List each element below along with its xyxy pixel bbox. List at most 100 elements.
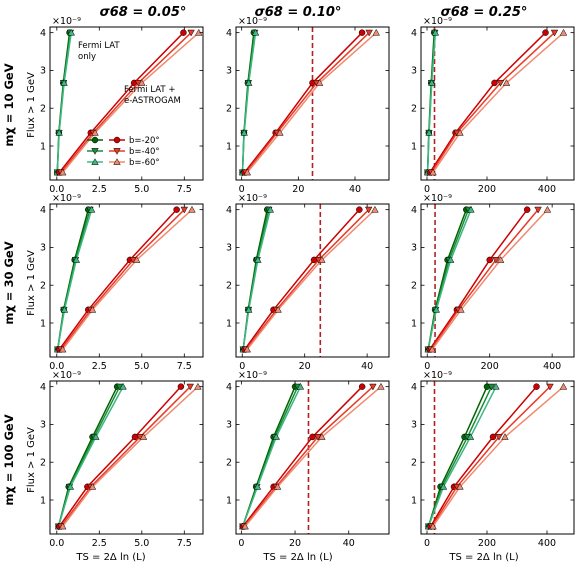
y-tick-label: 3 [411, 420, 417, 431]
data-point [492, 382, 500, 390]
x-tick-label: 0 [424, 361, 430, 372]
data-point [533, 383, 540, 390]
data-point [446, 256, 455, 263]
data-point [59, 522, 67, 530]
series-line [241, 32, 257, 173]
x-tick-label: 200 [478, 538, 496, 549]
y-tick-label: 3 [411, 243, 417, 254]
x-tick-label: 0.0 [49, 538, 64, 549]
x-tick-label: 0.0 [49, 361, 64, 372]
data-point [92, 433, 100, 440]
data-point [492, 257, 500, 264]
data-point [188, 205, 196, 213]
series-line [429, 209, 528, 350]
x-tick-label: 0 [239, 184, 245, 195]
data-point [266, 205, 275, 213]
data-point [466, 433, 475, 440]
y-tick-label: 1 [411, 495, 417, 506]
data-point [550, 29, 559, 37]
data-point [243, 345, 251, 353]
series-line [427, 386, 497, 527]
data-point [91, 136, 99, 144]
data-point [496, 256, 505, 263]
annotation-fermi-plus: e-ASTROGAM [124, 96, 181, 106]
chart-panel: 0 20 40 1 2 3 4 ×10⁻⁹ [226, 193, 390, 372]
series-line [242, 386, 302, 527]
data-point [119, 382, 127, 390]
column-title: σ68 = 0.25° [441, 5, 528, 20]
chart-panel: 0 200 400 1 2 3 4 ×10⁻⁹ [411, 16, 575, 195]
series-line [58, 32, 184, 173]
data-point [309, 433, 316, 441]
data-point [356, 206, 363, 213]
plot-frame [235, 26, 390, 181]
data-point [428, 79, 436, 86]
x-axis-label: TS = 2Δ ln (L) [75, 552, 145, 563]
series-line [62, 32, 200, 173]
series-line [430, 32, 556, 173]
series-line [60, 386, 191, 527]
legend: b=-20°b=-40°b=-60° [87, 136, 160, 168]
chart-panel: 0 200 400 1 2 3 4 ×10⁻⁹ [411, 370, 575, 549]
y-tick-label: 4 [226, 382, 232, 393]
x-tick-label: 200 [478, 184, 496, 195]
y-tick-label: 4 [226, 28, 232, 39]
data-point [358, 383, 366, 390]
x-tick-label: 0 [424, 184, 430, 195]
chart-panel: 0 200 400 1 2 3 4 ×10⁻⁹ [411, 193, 575, 372]
data-point [559, 382, 568, 390]
y-tick-label: 1 [40, 141, 46, 152]
series-line [56, 32, 72, 173]
data-point [318, 433, 326, 440]
plot-frame [420, 380, 575, 535]
data-point [177, 383, 185, 390]
x-tick-label: 20 [299, 361, 311, 372]
data-point [240, 128, 248, 136]
series-line [244, 386, 382, 527]
series-line [426, 32, 437, 173]
x-tick-label: 40 [349, 184, 361, 195]
x-tick-label: 5.0 [134, 538, 149, 549]
data-point [72, 256, 81, 263]
data-point [364, 206, 373, 214]
data-point [91, 128, 99, 136]
data-point [180, 29, 187, 36]
series-line [427, 209, 472, 350]
x-tick-label: 400 [538, 538, 556, 549]
series-line [246, 209, 376, 350]
row-label: mχ = 100 GeV [2, 414, 16, 505]
x-tick-label: 7.5 [177, 538, 192, 549]
x-tick-label: 40 [361, 361, 373, 372]
data-point [314, 434, 322, 441]
annotation-fermi-plus: Fermi LAT + [124, 85, 175, 95]
data-point [138, 79, 146, 86]
data-point [429, 168, 437, 176]
data-point [501, 433, 509, 440]
x-tick-label: 0 [238, 538, 244, 549]
y-exponent-label: ×10⁻⁹ [52, 370, 81, 381]
data-point [467, 205, 475, 213]
series-line [429, 386, 538, 527]
x-tick-label: 5.0 [134, 184, 149, 195]
y-tick-label: 3 [226, 420, 232, 431]
y-tick-label: 4 [40, 205, 46, 216]
x-tick-label: 7.5 [177, 184, 192, 195]
data-point [59, 345, 67, 353]
data-point [274, 305, 282, 313]
data-point [241, 522, 249, 530]
series-line [431, 209, 549, 350]
y-tick-label: 2 [411, 281, 417, 292]
series-line [242, 209, 272, 350]
data-point [132, 256, 141, 263]
y-exponent-label: ×10⁻⁹ [423, 193, 452, 204]
data-point [491, 79, 498, 87]
series-line [430, 209, 539, 350]
y-tick-label: 1 [226, 318, 232, 329]
data-point [439, 482, 448, 490]
data-point [87, 205, 96, 213]
x-tick-label: 5.0 [134, 361, 149, 372]
x-tick-label: 0 [424, 538, 430, 549]
y-tick-label: 2 [411, 458, 417, 469]
chart-panel: 0.0 2.5 5.0 7.5 1 2 3 4 ×10⁻⁹ [40, 193, 204, 372]
legend-label: b=-60° [129, 158, 160, 168]
